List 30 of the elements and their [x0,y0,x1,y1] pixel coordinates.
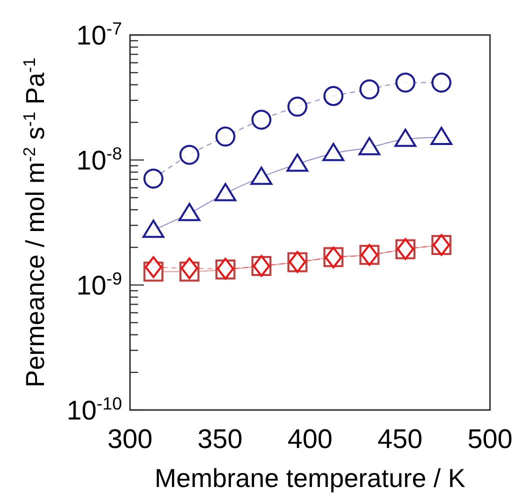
point [287,96,308,117]
point [144,256,162,278]
point [250,166,272,185]
point [178,202,200,222]
x-tick-label: 400 [287,424,333,454]
point [323,86,344,106]
point [180,257,198,280]
y-tick-label: 10$^{-9}$ [76,268,122,300]
point [431,72,452,93]
point [142,220,164,238]
y-tick-label: 10$^{-8}$ [76,143,122,176]
y-tick-label: 10$^{-10}$ [66,393,122,426]
y-tick-label: 10$^{-7}$ [76,18,122,50]
x-tick-label: 300 [107,424,153,454]
point [215,126,236,147]
point [395,72,416,93]
point [214,183,236,202]
point [251,110,272,130]
point [394,128,416,147]
x-tick-label: 500 [467,424,513,454]
x-tick-label: 350 [197,424,243,454]
point [143,168,164,189]
point [286,153,308,172]
point [359,79,380,100]
x-axis-title: Membrane temperature / K [154,463,466,493]
x-tick-label: 450 [377,424,423,454]
point [322,142,344,162]
point [430,126,452,146]
point [358,137,380,156]
point [179,144,200,165]
